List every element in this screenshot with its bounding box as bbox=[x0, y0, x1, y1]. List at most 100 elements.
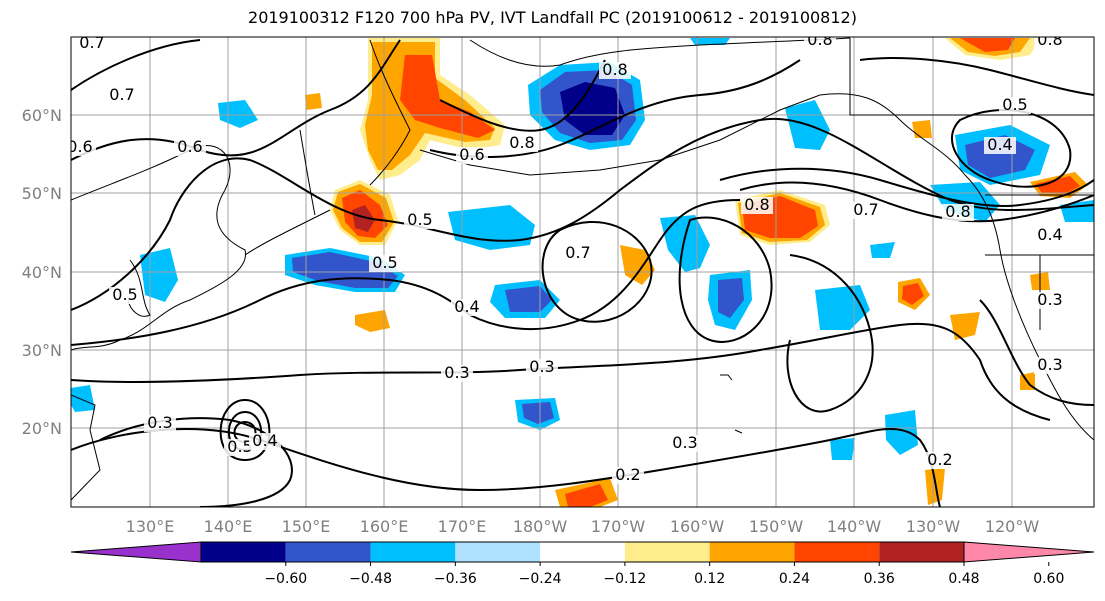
contour-label-bg-1 bbox=[106, 87, 138, 104]
coast-box bbox=[849, 38, 1094, 116]
contour-label-bg-16 bbox=[999, 97, 1031, 114]
fill-pos-s2b bbox=[902, 283, 924, 305]
map-frame bbox=[70, 36, 1095, 508]
lon-label-3: 160°E bbox=[360, 517, 409, 536]
lon-label-8: 150°W bbox=[749, 517, 804, 536]
contour-label-11: 0.4 bbox=[987, 135, 1012, 154]
fill-pos-kamchatka-3 bbox=[400, 55, 495, 138]
lat-label-1: 50°N bbox=[22, 184, 62, 203]
contour-06-north bbox=[429, 59, 801, 158]
fill-neg-880 bbox=[870, 242, 895, 258]
contour-label-8: 0.5 bbox=[372, 253, 397, 272]
fill-neg-bc2 bbox=[965, 135, 1035, 178]
coast-korea bbox=[127, 259, 151, 317]
lon-label-0: 130°E bbox=[126, 517, 175, 536]
contour-08-north bbox=[439, 59, 606, 132]
contour-label-bg-17 bbox=[1034, 227, 1066, 244]
contour-label-17: 0.4 bbox=[1037, 225, 1062, 244]
contour-label-0: 0.7 bbox=[79, 33, 104, 52]
lat-label-0: 60°N bbox=[22, 106, 62, 125]
colorbar: −0.60 −0.48 −0.36 −0.24 −0.12 0.12 0.24 0.36 0.4… bbox=[70, 541, 1095, 587]
contour-label-5: 0.6 bbox=[177, 137, 202, 156]
fill-pos-s6 bbox=[950, 312, 980, 340]
colorbar-seg-3 bbox=[455, 542, 541, 562]
contour-loop-mid-2 bbox=[678, 216, 773, 343]
contour-label-bg-11 bbox=[984, 137, 1016, 154]
contour-label-bg-23 bbox=[224, 439, 256, 456]
coast-hawaii bbox=[720, 374, 743, 434]
fill-pos-s1b bbox=[1035, 176, 1080, 194]
contour-label-9: 0.5 bbox=[112, 285, 137, 304]
contour-label-bg-13 bbox=[850, 202, 882, 219]
contour-label-bg-0 bbox=[76, 37, 108, 52]
contour-label-bg-7 bbox=[404, 212, 436, 229]
lon-label-11: 120°W bbox=[985, 517, 1040, 536]
colorbar-label-1: −0.48 bbox=[349, 571, 392, 587]
contour-right-low bbox=[979, 299, 1094, 406]
fill-pos-topright-3 bbox=[960, 38, 1015, 52]
colorbar-seg-6 bbox=[709, 542, 795, 562]
contour-label-bg-18 bbox=[441, 365, 473, 382]
lon-label-1: 140°E bbox=[204, 517, 253, 536]
coast-aleutians bbox=[419, 94, 821, 176]
colorbar-label-7: 0.36 bbox=[864, 571, 895, 587]
contour-label-26: 0.3 bbox=[1037, 290, 1062, 309]
coast-sakhalin bbox=[299, 129, 316, 216]
colorbar-seg-8 bbox=[879, 542, 964, 562]
contour-03-mid bbox=[71, 322, 1051, 421]
colorbar-label-9: 0.60 bbox=[1033, 571, 1064, 587]
lon-label-7: 160°W bbox=[670, 517, 725, 536]
fill-neg-850 bbox=[830, 438, 855, 460]
contour-label-bg-25 bbox=[924, 452, 956, 469]
lon-labels: 130°E 140°E 150°E 160°E 170°E 180°W 170°W 160°W… bbox=[126, 517, 1040, 536]
contour-05-west bbox=[71, 117, 1094, 311]
lat-label-4: 20°N bbox=[22, 419, 62, 438]
coast-asia-south bbox=[71, 394, 101, 501]
contour-label-23: 0.5 bbox=[227, 437, 252, 456]
fill-pos-s4 bbox=[355, 310, 390, 332]
contour-label-bg-19 bbox=[526, 359, 558, 376]
lon-label-5: 180°W bbox=[513, 517, 568, 536]
fill-pos-s3 bbox=[620, 245, 655, 285]
contour-label-bg-24 bbox=[249, 433, 281, 450]
contour-label-bg-8 bbox=[369, 255, 401, 272]
fill-neg-top bbox=[690, 38, 730, 45]
contour-label-16: 0.5 bbox=[1002, 95, 1027, 114]
contour-label-bg-14 bbox=[942, 204, 974, 221]
colorbar-seg-7 bbox=[794, 542, 880, 562]
contour-label-6: 0.6 bbox=[459, 145, 484, 164]
coast-kamchatka bbox=[369, 39, 411, 186]
contour-label-10: 0.4 bbox=[454, 297, 479, 316]
contour-label-25: 0.2 bbox=[927, 450, 952, 469]
fill-pos-s8 bbox=[305, 93, 322, 110]
contour-label-bg-28 bbox=[741, 197, 773, 214]
contour-label-bg-9 bbox=[109, 287, 141, 304]
contour-label-12: 0.7 bbox=[565, 243, 590, 262]
colorbar-extend-high bbox=[963, 541, 1095, 563]
contour-label-bg-6 bbox=[456, 147, 488, 164]
contour-label-bg-10 bbox=[451, 299, 483, 316]
contour-label-21: 0.3 bbox=[672, 433, 697, 452]
contour-label-4: 0.6 bbox=[67, 137, 92, 156]
contour-07-east bbox=[719, 167, 1094, 207]
coast-japan bbox=[244, 209, 331, 256]
contour-label-bg-5 bbox=[174, 139, 206, 156]
contour-label-29: 0.8 bbox=[509, 133, 534, 152]
colorbar-seg-5 bbox=[624, 542, 710, 562]
fill-neg-mid bbox=[448, 205, 535, 250]
contour-label-bg-2 bbox=[599, 62, 631, 79]
contour-loop-mid bbox=[541, 221, 653, 323]
contour-circle-1 bbox=[219, 398, 271, 462]
colorbar-extend-low bbox=[70, 541, 202, 563]
contour-label-bg-21 bbox=[669, 435, 701, 452]
contour-top-east bbox=[859, 57, 1094, 96]
contour-label-13: 0.7 bbox=[853, 200, 878, 219]
lon-label-4: 170°E bbox=[438, 517, 487, 536]
contour-label-28: 0.8 bbox=[744, 195, 769, 214]
colorbar-seg-0 bbox=[201, 542, 286, 562]
lon-label-2: 150°E bbox=[282, 517, 331, 536]
contour-label-3: 0.8 bbox=[807, 30, 832, 49]
lat-label-2: 40°N bbox=[22, 263, 62, 282]
contour-label-15: 0.8 bbox=[1037, 30, 1062, 49]
